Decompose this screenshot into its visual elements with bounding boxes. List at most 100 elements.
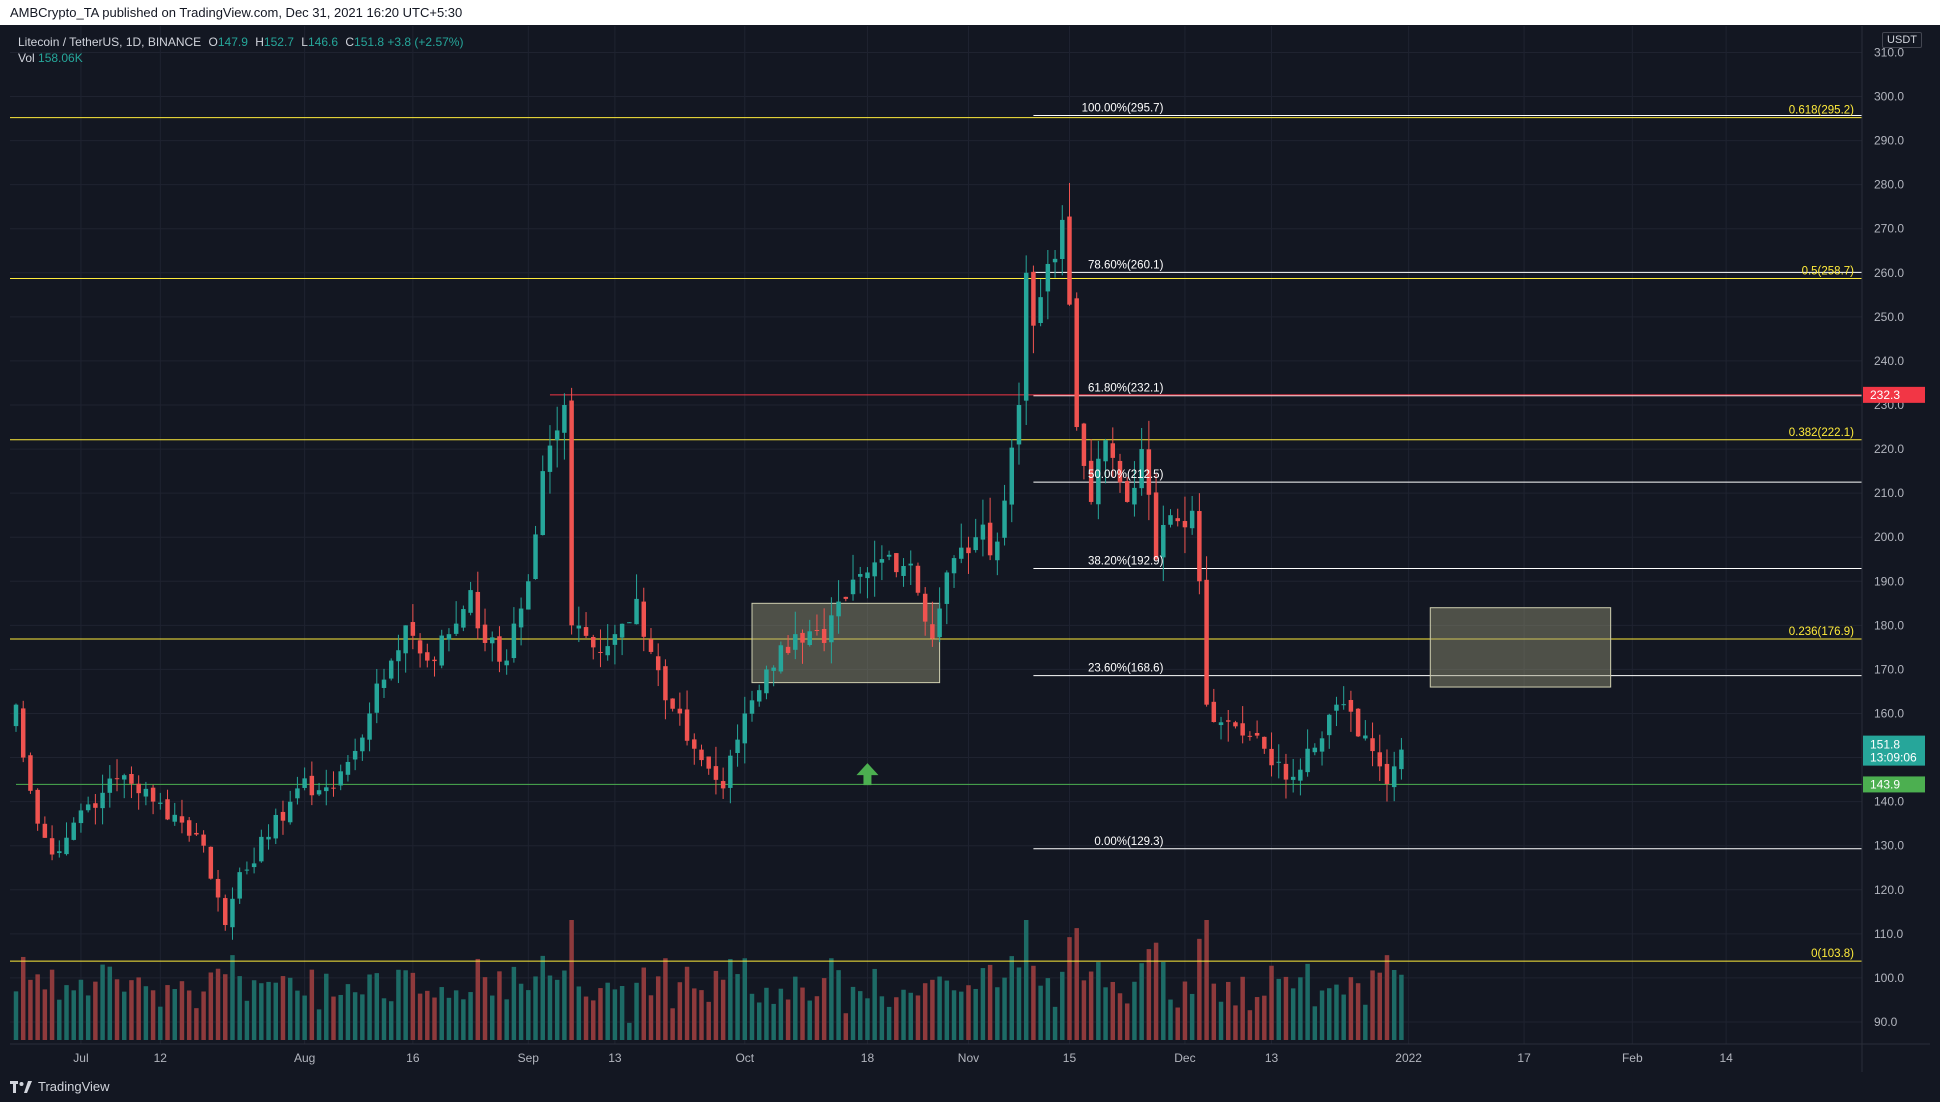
volume-bar xyxy=(706,1001,711,1040)
candle-body xyxy=(836,601,841,617)
y-tick-label: 290.0 xyxy=(1874,134,1904,148)
publisher-line: AMBCrypto_TA published on TradingView.co… xyxy=(10,5,463,20)
y-tick-label: 100.0 xyxy=(1874,971,1904,985)
candle-body xyxy=(100,792,105,809)
price-chart[interactable]: 0.618(295.2) 0.5(258.7) 0.382(222.1) 0.236(… xyxy=(10,26,1930,1072)
volume-bar xyxy=(540,955,545,1040)
volume-bar xyxy=(562,970,567,1040)
volume-bar xyxy=(901,989,906,1040)
candle-body xyxy=(1153,492,1159,560)
candle-body xyxy=(908,563,913,566)
candle-body xyxy=(461,609,466,628)
candle-body xyxy=(1038,297,1043,323)
volume-bar xyxy=(1262,995,1267,1040)
candle-body xyxy=(1110,443,1116,458)
volume-bar xyxy=(692,988,697,1040)
volume-bar xyxy=(179,981,185,1040)
x-tick-label: 13 xyxy=(608,1051,622,1065)
tradingview-logo[interactable]: TradingView xyxy=(10,1079,110,1094)
volume-bar xyxy=(576,986,582,1040)
volume-bar xyxy=(655,976,661,1040)
volume-bar xyxy=(1096,962,1101,1040)
y-tick-label: 120.0 xyxy=(1874,883,1904,897)
candle-body xyxy=(1124,481,1130,502)
volume-bar xyxy=(1218,1001,1224,1040)
candle-body xyxy=(829,615,834,643)
candle-body xyxy=(742,713,748,744)
candle-body xyxy=(251,863,257,868)
candle-body xyxy=(1197,511,1202,582)
price-axis: 90.0100.0110.0120.0130.0140.0150.0160.01… xyxy=(1861,26,1925,1072)
volume-bar xyxy=(85,995,91,1040)
volume-bar xyxy=(367,974,372,1040)
candle-body xyxy=(78,810,84,824)
volume-bar xyxy=(966,985,971,1040)
volume-bar xyxy=(244,1000,250,1040)
chart-frame[interactable]: 0.618(295.2) 0.5(258.7) 0.382(222.1) 0.236(… xyxy=(10,26,1930,1072)
volume-bar xyxy=(1233,1005,1238,1040)
candle-body xyxy=(121,775,127,780)
candle-body xyxy=(641,601,647,637)
publisher-bar: AMBCrypto_TA published on TradingView.co… xyxy=(0,0,1940,25)
volume-bar xyxy=(821,978,827,1040)
candle-body xyxy=(1225,720,1231,722)
volume-bar xyxy=(1189,993,1195,1040)
x-tick-label: 12 xyxy=(154,1051,168,1065)
volume-bar xyxy=(100,964,105,1040)
volume-bar xyxy=(1399,974,1404,1040)
volume-bar xyxy=(309,969,315,1040)
volume-bar xyxy=(1211,983,1217,1040)
volume-bar xyxy=(186,990,192,1040)
volume-bar xyxy=(533,976,538,1040)
volume-bar xyxy=(663,958,668,1040)
candle-body xyxy=(554,430,560,441)
volume-bar xyxy=(1290,988,1296,1040)
volume-bar xyxy=(273,982,279,1040)
volume-bar xyxy=(1247,1010,1253,1040)
volume-bar xyxy=(360,994,365,1040)
x-tick-label: 16 xyxy=(406,1051,420,1065)
volume-bar xyxy=(1009,956,1015,1040)
candle-body xyxy=(417,640,423,654)
candle-body xyxy=(1384,763,1390,784)
y-tick-label: 130.0 xyxy=(1874,839,1904,853)
volume-bar xyxy=(915,995,921,1040)
candle-body xyxy=(1045,263,1051,292)
candle-body xyxy=(1009,447,1015,505)
volume-bar xyxy=(114,979,120,1040)
volume-bar xyxy=(266,981,271,1040)
x-tick-label: Jul xyxy=(73,1051,88,1065)
fib-retracement-label: 38.20%(192.9) xyxy=(1088,555,1164,567)
volume-bar xyxy=(1175,1007,1180,1040)
candle-body xyxy=(367,713,372,740)
up-arrow-icon xyxy=(856,763,879,786)
candle-body xyxy=(987,522,993,556)
candle-body xyxy=(497,636,502,662)
candle-body xyxy=(663,666,668,701)
candle-body xyxy=(1002,500,1007,538)
candle-body xyxy=(244,869,250,871)
volume-bar xyxy=(1377,972,1383,1040)
x-tick-label: 13 xyxy=(1265,1051,1279,1065)
candle-body xyxy=(699,749,704,761)
horizontal-levels xyxy=(10,114,1862,962)
candle-body xyxy=(648,639,654,652)
candle-body xyxy=(1204,579,1209,705)
x-tick-label: 18 xyxy=(861,1051,875,1065)
candle-body xyxy=(1370,738,1375,752)
candle-body xyxy=(439,635,444,666)
candle-body xyxy=(684,709,690,741)
level-badge-label: 232.3 xyxy=(1870,388,1900,402)
candle-body xyxy=(1247,735,1253,737)
volume-bar xyxy=(720,979,726,1040)
candle-body xyxy=(475,591,481,629)
currency-button[interactable]: USDT xyxy=(1882,32,1922,48)
candle-body xyxy=(1067,216,1072,305)
y-tick-label: 210.0 xyxy=(1874,486,1904,500)
tradingview-icon xyxy=(10,1080,32,1093)
y-tick-label: 280.0 xyxy=(1874,178,1904,192)
candle-body xyxy=(886,554,892,557)
candle-body xyxy=(85,804,91,811)
candle-body xyxy=(1276,761,1281,763)
volume-bar xyxy=(583,996,589,1040)
